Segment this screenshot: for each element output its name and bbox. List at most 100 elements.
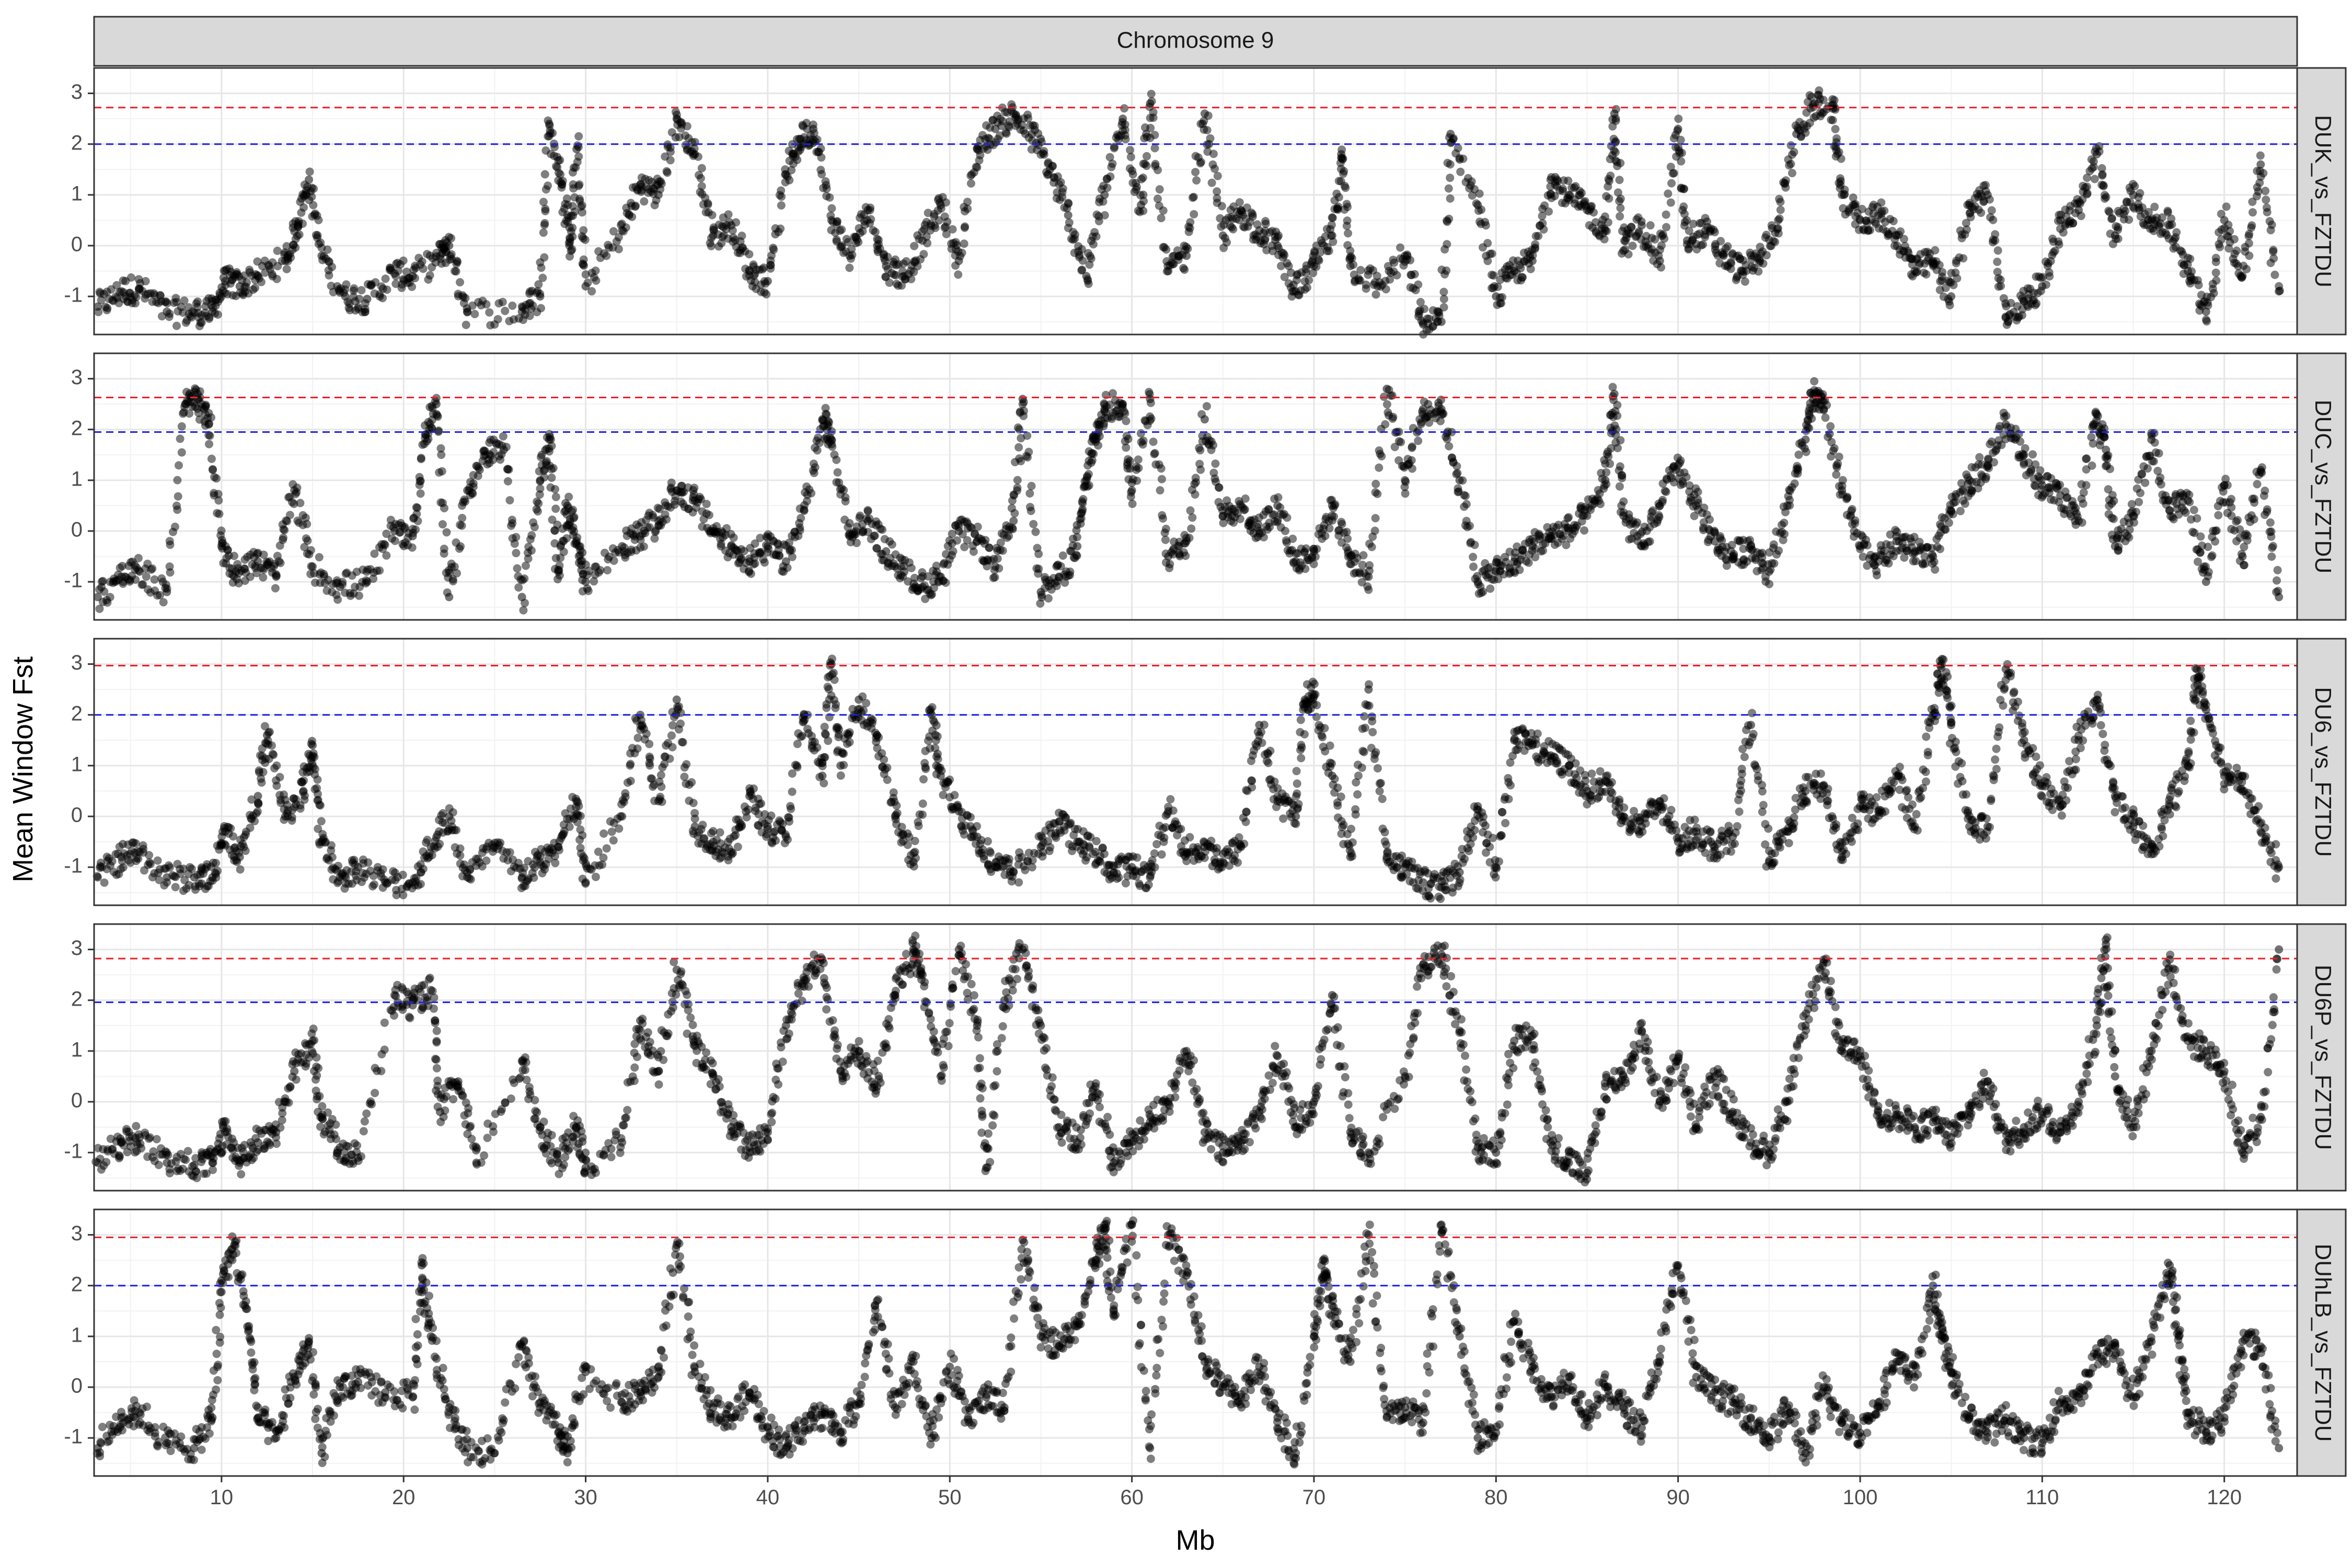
data-point [208, 307, 217, 316]
data-point [1781, 183, 1790, 192]
data-point [1190, 480, 1199, 488]
data-point [408, 543, 417, 552]
data-point [578, 548, 587, 557]
data-point [1613, 411, 1622, 420]
data-point [1147, 414, 1156, 423]
data-point [390, 527, 399, 535]
data-point [1452, 462, 1461, 470]
data-point [458, 514, 467, 523]
data-point [1365, 539, 1374, 548]
panel-background [94, 68, 2297, 335]
data-point [609, 227, 618, 236]
data-point [2253, 480, 2262, 489]
data-point [417, 455, 425, 464]
data-point [1085, 260, 1094, 269]
data-point [1765, 580, 1774, 589]
data-point [1364, 585, 1373, 594]
data-point [618, 542, 627, 551]
data-point [1283, 259, 1292, 268]
data-point [1301, 564, 1310, 573]
data-point [1371, 488, 1380, 497]
data-point [1807, 414, 1816, 423]
data-point [1192, 176, 1201, 185]
data-point [539, 228, 548, 237]
data-point [2244, 239, 2253, 248]
data-point [870, 532, 879, 540]
data-point [481, 451, 490, 459]
data-point [1987, 206, 1996, 215]
data-point [2082, 454, 2091, 463]
data-point [2181, 508, 2190, 517]
data-point [1139, 190, 1148, 199]
data-point [2240, 561, 2249, 570]
data-point [1617, 471, 1626, 480]
data-point [2261, 487, 2269, 495]
data-point [766, 256, 775, 265]
data-point [1156, 486, 1165, 495]
data-point [305, 167, 314, 176]
data-point [1181, 551, 1190, 560]
data-point [2089, 163, 2098, 171]
data-point [1679, 202, 1688, 211]
data-point [2261, 187, 2270, 195]
data-point [540, 253, 549, 262]
data-point [450, 562, 459, 571]
data-point [574, 152, 583, 161]
data-point [240, 564, 249, 573]
data-point [2111, 231, 2119, 240]
data-point [545, 435, 554, 444]
data-point [1105, 153, 1114, 162]
data-point [1184, 227, 1193, 236]
data-point [1606, 459, 1615, 468]
data-point [534, 280, 543, 289]
data-point [1324, 247, 1333, 256]
data-point [504, 465, 513, 474]
data-point [2273, 576, 2281, 585]
data-point [562, 194, 571, 203]
data-point [1064, 211, 1073, 220]
data-point [217, 526, 226, 535]
data-point [918, 236, 927, 245]
panel-label: DUC_vs_FZTDU [2310, 400, 2336, 573]
data-point [818, 415, 827, 424]
data-point [1747, 542, 1755, 551]
data-point [1109, 389, 1117, 398]
data-point [1100, 405, 1109, 413]
data-point [1336, 165, 1345, 174]
data-point [1182, 251, 1191, 260]
data-point [2249, 208, 2257, 217]
data-point [745, 250, 754, 259]
data-point [163, 299, 171, 308]
data-point [1009, 516, 1018, 525]
data-point [963, 198, 972, 206]
data-point [1606, 171, 1615, 180]
data-point [1107, 163, 1116, 171]
data-point [499, 445, 508, 454]
data-point [990, 573, 999, 582]
data-point [1832, 138, 1841, 147]
data-point [1262, 246, 1271, 255]
data-point [2150, 202, 2159, 211]
data-point [845, 251, 854, 260]
data-point [991, 124, 1000, 133]
data-point [193, 395, 202, 403]
data-point [1182, 537, 1191, 546]
data-point [1446, 160, 1455, 169]
data-point [508, 301, 517, 310]
data-point [657, 179, 666, 188]
data-point [232, 567, 240, 576]
data-point [279, 533, 287, 542]
data-point [1420, 305, 1428, 313]
data-point [698, 190, 707, 199]
data-point [1470, 540, 1479, 549]
data-point [942, 229, 951, 238]
data-point [357, 286, 366, 295]
data-point [1754, 267, 1763, 276]
y-tick-label: -1 [64, 284, 83, 307]
data-point [1792, 130, 1801, 139]
data-point [1139, 436, 1148, 445]
data-point [602, 251, 611, 260]
data-point [172, 321, 181, 330]
data-point [1018, 395, 1027, 403]
data-point [587, 287, 596, 296]
